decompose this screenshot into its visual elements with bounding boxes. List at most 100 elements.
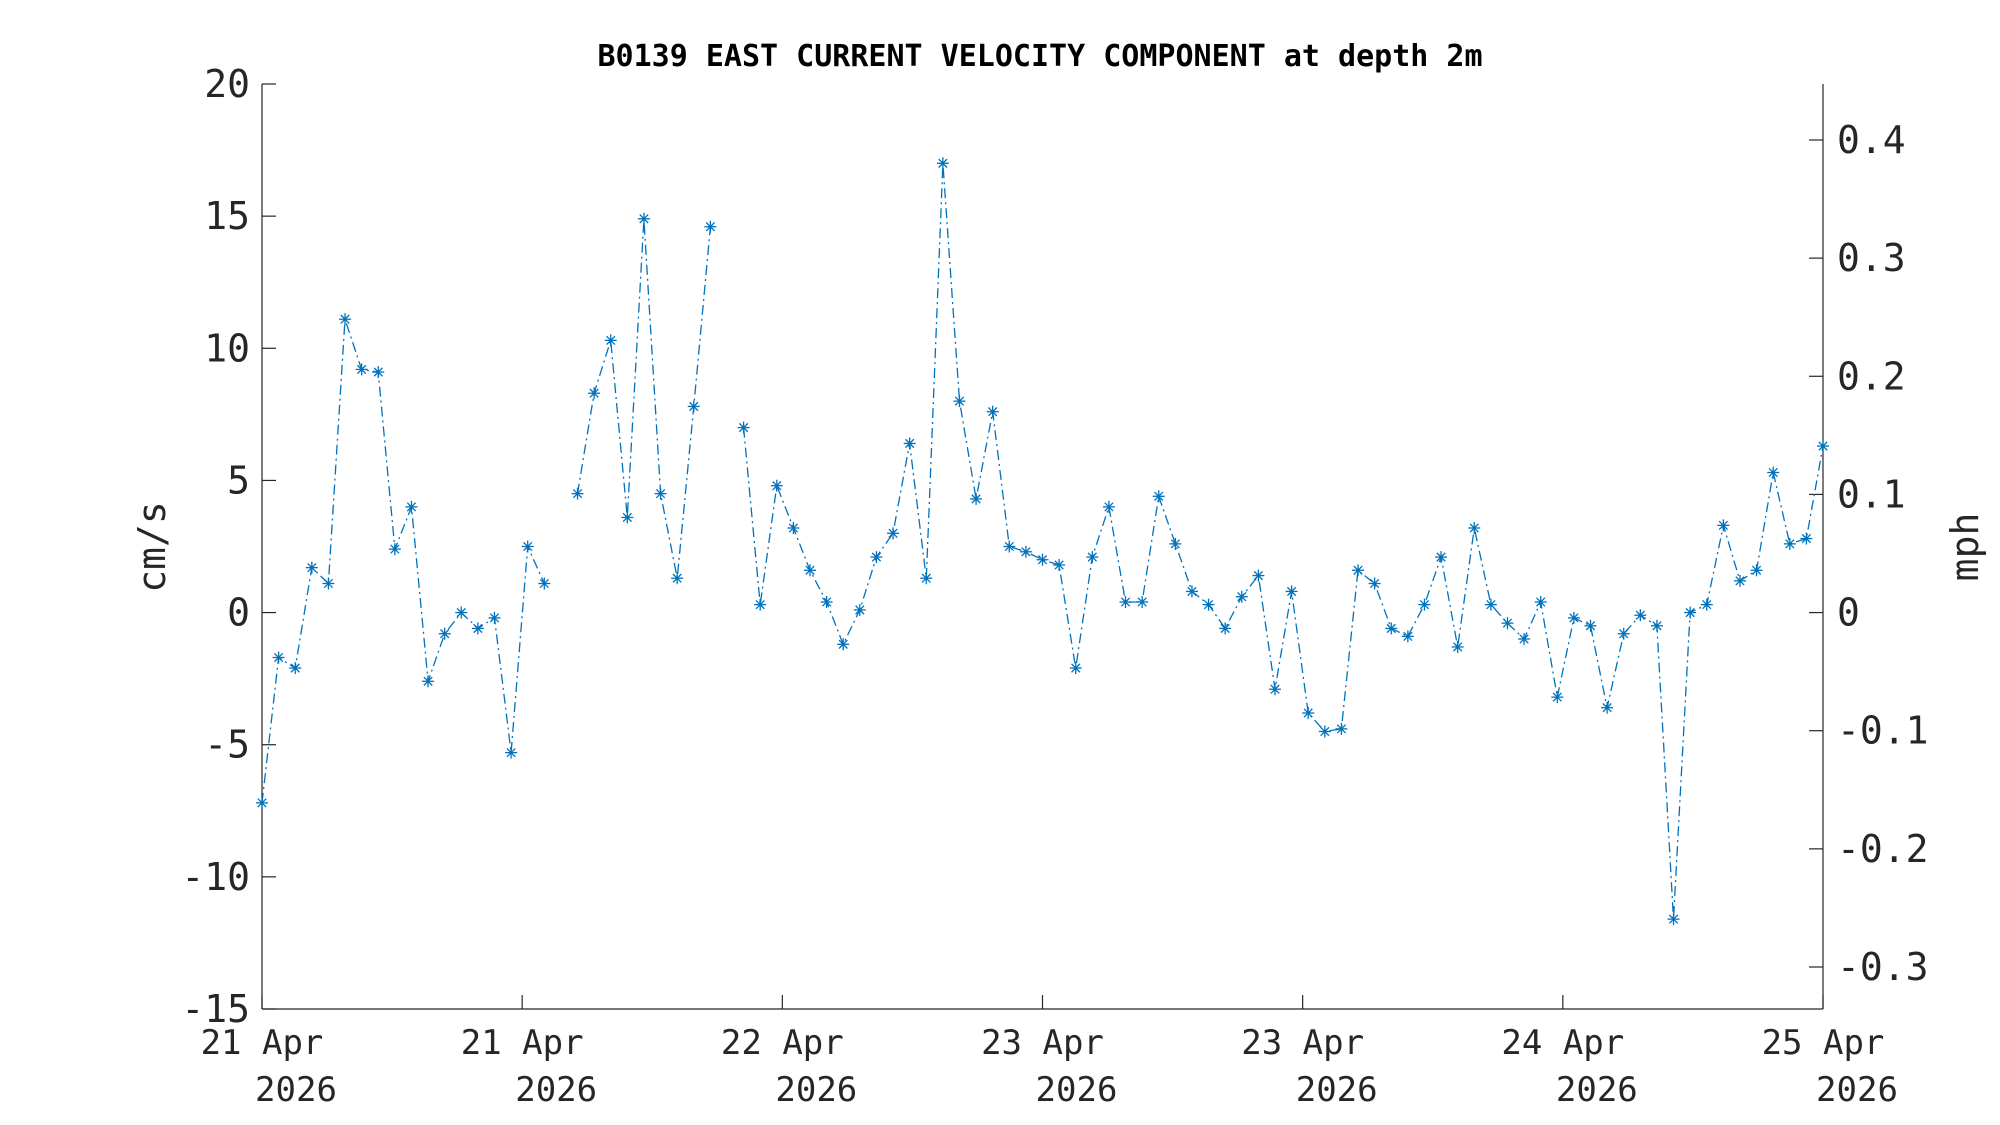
data-point-marker bbox=[521, 540, 534, 553]
data-point-marker bbox=[1750, 564, 1763, 577]
data-point-marker bbox=[1019, 545, 1032, 558]
data-point-marker bbox=[853, 603, 866, 616]
data-point-marker bbox=[1717, 519, 1730, 532]
data-point-marker bbox=[1783, 537, 1796, 550]
x-tick-label-year: 2026 bbox=[1296, 1070, 1378, 1110]
x-tick-label-date: 24 Apr bbox=[1501, 1023, 1624, 1063]
data-point-marker bbox=[671, 572, 684, 585]
x-tick-label-year: 2026 bbox=[515, 1070, 597, 1110]
data-point-marker bbox=[1252, 569, 1265, 582]
data-point-marker bbox=[1152, 490, 1165, 503]
data-point-marker bbox=[936, 157, 949, 170]
right-y-tick-label: -0.2 bbox=[1837, 827, 1929, 871]
left-y-tick-label: -15 bbox=[181, 987, 250, 1031]
data-point-marker bbox=[1036, 553, 1049, 566]
data-point-marker bbox=[1435, 551, 1448, 564]
data-point-marker bbox=[820, 596, 833, 608]
left-y-tick-label: 15 bbox=[204, 194, 250, 238]
series-east-velocity bbox=[256, 157, 1829, 926]
data-point-marker bbox=[604, 334, 617, 347]
data-point-marker bbox=[1169, 537, 1182, 550]
data-point-marker bbox=[1767, 466, 1780, 479]
data-point-marker bbox=[804, 564, 817, 577]
right-y-tick-label: -0.1 bbox=[1837, 709, 1929, 753]
data-point-marker bbox=[1086, 551, 1099, 564]
data-point-marker bbox=[1119, 596, 1132, 608]
data-point-marker bbox=[1352, 564, 1365, 577]
data-point-marker bbox=[538, 577, 551, 590]
data-point-marker bbox=[1601, 701, 1614, 714]
data-point-marker bbox=[438, 627, 451, 640]
data-point-marker bbox=[1484, 598, 1497, 611]
data-point-marker bbox=[1551, 691, 1564, 704]
x-tick-label-date: 21 Apr bbox=[201, 1023, 324, 1063]
data-point-marker bbox=[1335, 722, 1348, 735]
right-y-tick-label: 0.3 bbox=[1837, 236, 1906, 280]
data-point-marker bbox=[1202, 598, 1215, 611]
data-point-marker bbox=[1617, 627, 1630, 640]
data-point-marker bbox=[488, 611, 501, 624]
right-y-tick-label: 0 bbox=[1837, 591, 1860, 635]
data-point-marker bbox=[737, 421, 750, 434]
chart-title: B0139 EAST CURRENT VELOCITY COMPONENT at… bbox=[597, 39, 1482, 74]
data-point-marker bbox=[571, 487, 584, 500]
data-point-marker bbox=[305, 561, 318, 574]
data-point-marker bbox=[920, 572, 933, 585]
data-point-marker bbox=[1136, 596, 1149, 608]
x-tick-label-date: 22 Apr bbox=[721, 1023, 844, 1063]
data-point-marker bbox=[1733, 574, 1746, 587]
data-point-marker bbox=[505, 746, 518, 759]
data-point-marker bbox=[405, 500, 418, 513]
data-point-marker bbox=[887, 527, 900, 540]
right-y-ticks: 0.4 0.3 0.2 0.1 0 -0.1 -0.2 -0.3 bbox=[1809, 118, 1929, 989]
left-y-ticks: 20 15 10 5 0 -5 -10 -15 bbox=[181, 62, 276, 1031]
data-point-marker bbox=[1235, 590, 1248, 603]
right-y-tick-label: -0.3 bbox=[1837, 945, 1929, 989]
data-point-marker bbox=[1418, 598, 1431, 611]
data-point-marker bbox=[1069, 662, 1082, 675]
series-line bbox=[261, 163, 1824, 920]
right-y-tick-label: 0.2 bbox=[1837, 354, 1906, 398]
data-point-marker bbox=[1003, 540, 1016, 553]
data-point-marker bbox=[272, 651, 285, 664]
data-point-marker bbox=[637, 212, 650, 225]
data-point-marker bbox=[1800, 532, 1813, 545]
x-tick-label-year: 2026 bbox=[1816, 1070, 1898, 1110]
data-point-marker bbox=[770, 479, 783, 492]
data-point-marker bbox=[1401, 630, 1414, 643]
data-point-marker bbox=[1451, 640, 1464, 653]
data-point-marker bbox=[1501, 617, 1514, 630]
data-point-marker bbox=[1684, 606, 1697, 619]
left-y-tick-label: -10 bbox=[181, 855, 250, 899]
data-point-marker bbox=[1385, 622, 1398, 635]
data-point-marker bbox=[289, 662, 302, 675]
data-point-marker bbox=[1584, 619, 1597, 632]
data-point-marker bbox=[1534, 596, 1547, 608]
data-point-marker bbox=[1219, 622, 1232, 635]
data-point-marker bbox=[355, 363, 368, 376]
x-tick-label-year: 2026 bbox=[1556, 1070, 1638, 1110]
data-point-marker bbox=[687, 400, 700, 413]
left-y-tick-label: 5 bbox=[227, 458, 250, 502]
data-point-marker bbox=[654, 487, 667, 500]
data-point-marker bbox=[471, 622, 484, 635]
right-y-tick-label: 0.1 bbox=[1837, 472, 1906, 516]
data-point-marker bbox=[1468, 522, 1481, 534]
data-point-marker bbox=[1700, 598, 1713, 611]
data-point-marker bbox=[322, 577, 335, 590]
x-ticks: 21 Apr 2026 21 Apr 2026 22 Apr 2026 23 Apr 2026… bbox=[201, 995, 1898, 1110]
data-point-marker bbox=[455, 606, 468, 619]
data-point-marker bbox=[1817, 440, 1829, 453]
data-point-marker bbox=[953, 395, 966, 408]
data-point-marker bbox=[754, 598, 767, 611]
data-point-marker bbox=[1518, 633, 1531, 645]
data-point-marker bbox=[1102, 500, 1115, 513]
x-tick-label-date: 23 Apr bbox=[1241, 1023, 1364, 1063]
data-point-marker bbox=[970, 492, 983, 505]
data-point-marker bbox=[1567, 611, 1580, 624]
data-point-marker bbox=[1285, 585, 1298, 598]
left-y-tick-label: 10 bbox=[204, 326, 250, 370]
data-point-marker bbox=[1368, 577, 1381, 590]
data-point-marker bbox=[1650, 619, 1663, 632]
